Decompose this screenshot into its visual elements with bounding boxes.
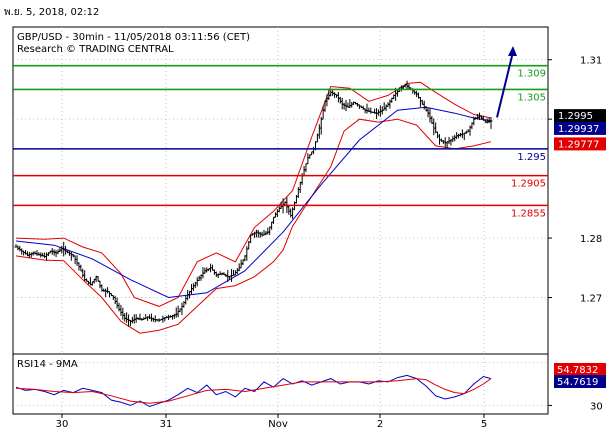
price-tags: 1.2995 1.29937 1.29777 xyxy=(554,109,606,151)
rsi-y-axis: 30 xyxy=(548,401,603,412)
rsi-tag-label: 54.7832 xyxy=(557,365,598,376)
price-y-tick-label: 1.28 xyxy=(580,234,602,245)
rsi-panel xyxy=(12,353,549,415)
level-label-1.305: 1.305 xyxy=(517,92,546,103)
chart-title: GBP/USD - 30min - 11/05/2018 03:11:56 (C… xyxy=(17,32,250,43)
support-resistance-levels: 1.309 1.305 1.295 1.2905 1.2855 xyxy=(13,64,548,219)
rsi-ma-line xyxy=(15,378,492,404)
level-label-1.309: 1.309 xyxy=(517,69,546,80)
price-tag-label: 1.29777 xyxy=(558,139,599,150)
x-tick-label: Nov xyxy=(268,419,288,430)
x-tick-label: 2 xyxy=(377,419,383,430)
x-tick-label: 30 xyxy=(56,419,69,430)
level-label-1.2855: 1.2855 xyxy=(511,208,546,219)
moving-average-line xyxy=(15,106,492,299)
rsi-y-tick-label: 30 xyxy=(590,401,603,412)
price-y-tick-label: 1.27 xyxy=(580,294,602,305)
price-tag-bg xyxy=(554,137,606,151)
rsi-lines xyxy=(15,374,492,408)
projection-arrow-head xyxy=(508,46,517,57)
price-tag-label: 1.2995 xyxy=(558,111,593,122)
rsi-title: RSI14 - 9MA xyxy=(17,359,78,370)
timestamp-label: พ.ย. 5, 2018, 02:12 xyxy=(4,7,99,18)
level-label-1.295: 1.295 xyxy=(517,152,546,163)
price-y-tick-label: 1.31 xyxy=(580,56,602,67)
rsi-line xyxy=(15,374,492,408)
projection-arrow xyxy=(496,46,517,118)
price-grid xyxy=(13,27,548,354)
level-label-1.2905: 1.2905 xyxy=(511,179,546,190)
price-tag-label: 1.29937 xyxy=(558,124,599,135)
x-tick-label: 5 xyxy=(481,419,487,430)
price-tag-bg xyxy=(554,121,606,135)
rsi-tag-bg xyxy=(554,363,606,376)
bollinger-bands xyxy=(15,81,492,334)
chart-source: Research © TRADING CENTRAL xyxy=(17,44,174,55)
bollinger-upper-line xyxy=(15,81,492,307)
price-panel xyxy=(12,26,549,355)
price-tag-bg xyxy=(554,109,606,123)
price-bars xyxy=(14,80,493,327)
rsi-tag-bg xyxy=(554,375,606,388)
bollinger-lower-line xyxy=(15,118,492,334)
rsi-tag-label: 54.7619 xyxy=(557,377,598,388)
time-x-axis: 30 31 Nov 2 5 xyxy=(13,413,548,430)
moving-average xyxy=(15,106,492,299)
x-tick-label: 31 xyxy=(160,419,173,430)
projection-arrow-shaft xyxy=(496,51,514,118)
